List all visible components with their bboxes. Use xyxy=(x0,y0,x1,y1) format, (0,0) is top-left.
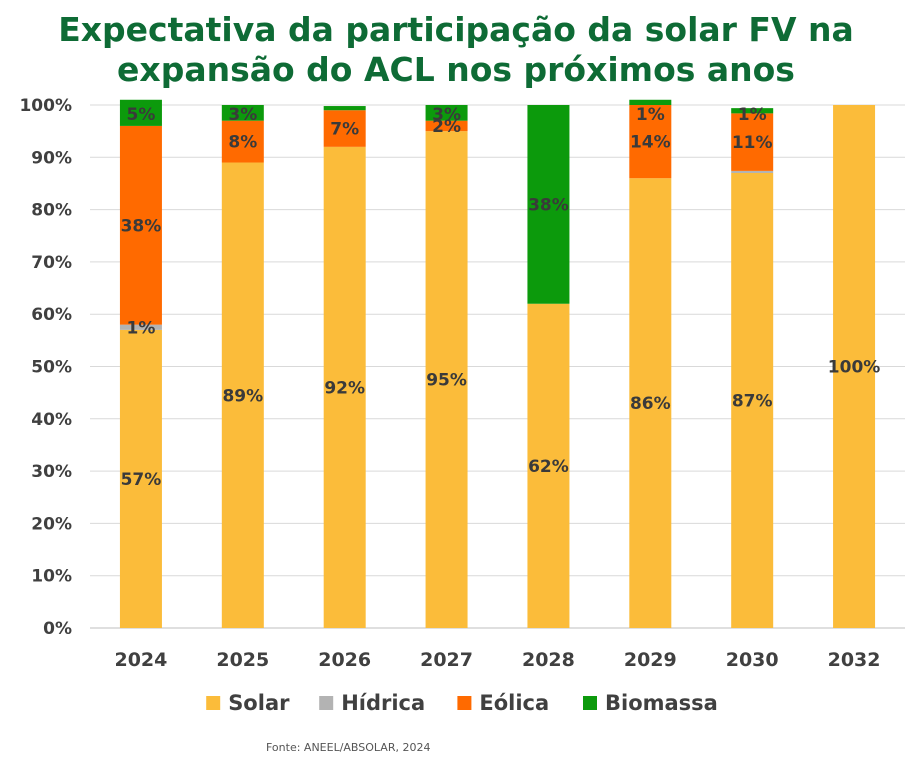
bar-segment-elica-2025 xyxy=(221,120,264,163)
data-label: 92% xyxy=(324,378,365,398)
x-tick-label: 2029 xyxy=(624,649,677,671)
data-label: 1% xyxy=(636,105,665,125)
legend-swatch-solar xyxy=(206,696,221,710)
bar-segment-hdrica-2030 xyxy=(731,170,774,173)
data-label: 95% xyxy=(426,371,467,391)
x-tick-label: 2024 xyxy=(114,649,167,671)
x-tick-label: 2025 xyxy=(216,649,269,671)
legend-label: Biomassa xyxy=(605,691,718,715)
legend-label: Solar xyxy=(228,691,290,715)
x-tick-label: 2030 xyxy=(726,649,779,671)
data-label: 2% xyxy=(432,117,461,137)
source-note: Fonte: ANEEL/ABSOLAR, 2024 xyxy=(266,741,431,754)
data-label: 3% xyxy=(432,105,461,125)
data-label: 38% xyxy=(528,195,569,215)
y-tick-label: 70% xyxy=(31,253,72,273)
bar-segment-biomassa-2025 xyxy=(221,105,264,121)
y-tick-label: 20% xyxy=(31,514,72,534)
data-label: 1% xyxy=(738,105,767,125)
data-label: 5% xyxy=(127,105,156,125)
legend-swatch-elica xyxy=(457,696,472,710)
bar-segment-biomassa-2029 xyxy=(629,99,672,105)
legend-swatch-hdrica xyxy=(319,696,334,710)
bar-segment-elica-2029 xyxy=(629,105,672,179)
bar-segment-elica-2027 xyxy=(425,120,468,132)
data-label: 14% xyxy=(630,133,671,153)
y-tick-label: 60% xyxy=(31,305,72,325)
y-tick-label: 30% xyxy=(31,462,72,482)
x-tick-label: 2032 xyxy=(828,649,881,671)
bar-segment-hdrica-2024 xyxy=(119,324,162,330)
y-tick-label: 0% xyxy=(43,619,72,639)
bar-segment-solar-2032 xyxy=(833,105,876,628)
x-tick-label: 2028 xyxy=(522,649,575,671)
bar-segment-biomassa-2030 xyxy=(731,108,774,114)
bar-segment-biomassa-2026 xyxy=(323,106,366,111)
bar-segment-elica-2026 xyxy=(323,110,366,147)
y-tick-label: 50% xyxy=(31,358,72,378)
bar-segment-solar-2027 xyxy=(425,131,468,628)
data-label: 62% xyxy=(528,457,569,477)
data-label: 100% xyxy=(828,358,881,378)
bar-segment-solar-2030 xyxy=(731,172,774,629)
data-label: 11% xyxy=(732,133,773,153)
chart-title-line-2: expansão do ACL nos próximos anos xyxy=(117,50,795,89)
x-tick-label: 2026 xyxy=(318,649,371,671)
bar-segment-solar-2026 xyxy=(323,146,366,628)
bar-segment-elica-2024 xyxy=(119,125,162,325)
bar-segment-elica-2030 xyxy=(731,113,774,171)
bar-segment-solar-2024 xyxy=(119,329,162,628)
y-tick-label: 100% xyxy=(19,96,72,116)
data-label: 3% xyxy=(228,105,257,125)
y-tick-label: 90% xyxy=(31,148,72,168)
bar-segment-biomassa-2024 xyxy=(119,99,162,126)
bar-segment-solar-2025 xyxy=(221,162,264,628)
y-tick-label: 10% xyxy=(31,567,72,587)
bar-segment-biomassa-2028 xyxy=(527,105,570,304)
data-label: 38% xyxy=(121,216,162,236)
data-label: 1% xyxy=(127,318,156,338)
chart-title-line-1: Expectativa da participação da solar FV … xyxy=(58,10,854,49)
bar-segment-solar-2028 xyxy=(527,303,570,628)
data-label: 87% xyxy=(732,391,773,411)
chart-title: Expectativa da participação da solar FV … xyxy=(0,10,912,90)
data-label: 89% xyxy=(222,386,263,406)
y-tick-label: 40% xyxy=(31,410,72,430)
y-tick-label: 80% xyxy=(31,201,72,221)
legend-swatch-biomassa xyxy=(583,696,597,710)
x-tick-label: 2027 xyxy=(420,649,473,671)
bar-segment-solar-2029 xyxy=(629,178,672,628)
data-label: 86% xyxy=(630,394,671,414)
data-label: 57% xyxy=(121,470,162,490)
legend-label: Hídrica xyxy=(341,691,425,715)
bar-segment-biomassa-2027 xyxy=(425,105,468,121)
legend-label: Eólica xyxy=(479,691,549,715)
data-label: 7% xyxy=(330,120,359,140)
data-label: 8% xyxy=(228,133,257,153)
